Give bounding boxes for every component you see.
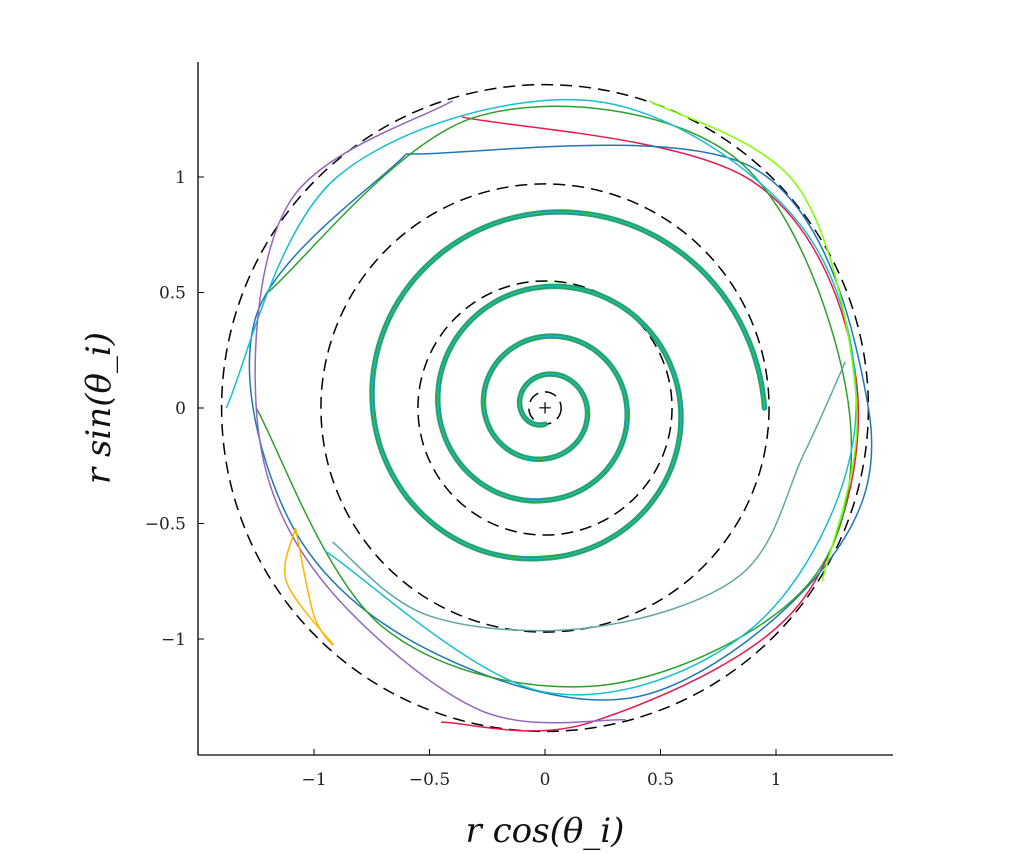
trajectory-line — [248, 144, 873, 701]
center-marker: + — [537, 398, 552, 419]
x-tick-label: −1 — [301, 770, 326, 790]
inner-spiral — [369, 209, 768, 562]
spiral-line — [370, 210, 767, 561]
trajectory-line — [254, 100, 626, 724]
outer-trajectories — [225, 98, 873, 732]
x-axis-label: r cos(θ_i) — [466, 811, 625, 851]
y-axis-label: r sin(θ_i) — [79, 332, 119, 484]
y-tick-label: 0 — [175, 399, 186, 419]
reference-circle — [320, 183, 770, 633]
trajectory-line — [648, 100, 858, 582]
y-tick-label: −1 — [161, 630, 186, 650]
ticks: −1 −0.5 0 0.5 1 −1 −0.5 0 0.5 1 — [145, 168, 782, 790]
x-tick-label: 0.5 — [647, 770, 674, 790]
x-tick-label: 1 — [771, 770, 782, 790]
y-tick-label: −0.5 — [145, 515, 186, 535]
y-tick-label: 0.5 — [159, 284, 186, 304]
x-tick-label: −0.5 — [409, 770, 450, 790]
y-tick-label: 1 — [175, 168, 186, 188]
spiral-line — [371, 211, 766, 560]
trajectory-line — [441, 116, 860, 732]
x-tick-label: 0 — [540, 770, 551, 790]
reference-circle — [417, 280, 673, 536]
trajectory-line — [284, 527, 335, 646]
trajectory-line — [332, 361, 846, 632]
